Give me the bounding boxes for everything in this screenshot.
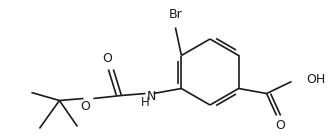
Text: O: O [103, 52, 112, 65]
Text: H: H [141, 96, 150, 109]
Text: O: O [276, 119, 286, 132]
Text: OH: OH [307, 73, 326, 86]
Text: Br: Br [169, 8, 182, 21]
Text: O: O [80, 100, 91, 113]
Text: N: N [147, 90, 156, 103]
